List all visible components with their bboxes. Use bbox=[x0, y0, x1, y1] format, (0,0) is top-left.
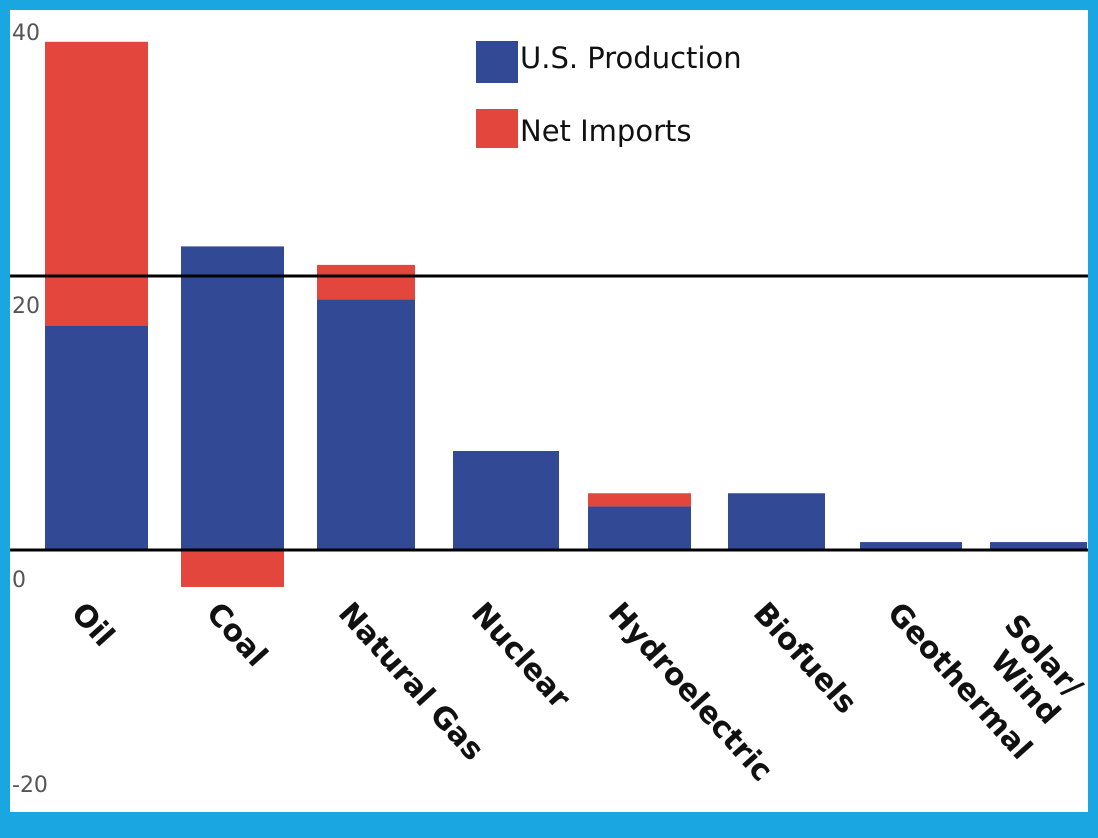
bar-production bbox=[860, 542, 962, 550]
bar-production bbox=[453, 451, 559, 550]
bar-imports bbox=[588, 493, 691, 507]
legend-swatch-imports bbox=[476, 109, 518, 148]
category-label: Biofuels bbox=[746, 596, 863, 721]
bar-imports bbox=[317, 264, 415, 300]
category-label: Nuclear bbox=[464, 596, 577, 716]
y-tick-label: 40 bbox=[12, 21, 40, 46]
bar-imports bbox=[181, 550, 284, 587]
bar-imports bbox=[45, 41, 148, 326]
bar-production bbox=[181, 246, 284, 550]
y-tick-label: 0 bbox=[12, 568, 26, 593]
y-tick-labels: 40 20 0 -20 bbox=[12, 21, 48, 798]
legend-swatch-production bbox=[476, 41, 518, 83]
legend-label-production: U.S. Production bbox=[520, 41, 742, 75]
reference-lines bbox=[10, 274, 1088, 552]
legend-label-imports: Net Imports bbox=[520, 114, 691, 148]
bar-production bbox=[588, 506, 691, 550]
y-tick-label: 20 bbox=[12, 294, 40, 319]
category-label: Oil bbox=[64, 596, 121, 654]
bar-production bbox=[45, 325, 148, 550]
bar-production bbox=[728, 493, 825, 550]
bars-layer bbox=[45, 41, 1087, 587]
category-label: Coal bbox=[199, 596, 274, 674]
legend: U.S. Production Net Imports bbox=[476, 41, 742, 148]
bar-production bbox=[990, 542, 1087, 550]
y-tick-label: -20 bbox=[12, 773, 48, 798]
bar-production bbox=[317, 299, 415, 550]
